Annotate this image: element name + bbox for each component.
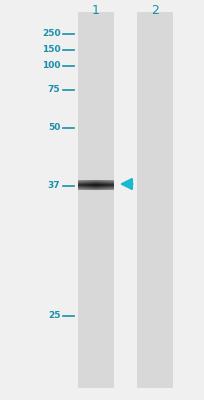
Text: 150: 150 [42, 46, 60, 54]
Bar [78, 12, 113, 388]
Bar [137, 12, 172, 388]
Text: 250: 250 [42, 30, 60, 38]
Text: 75: 75 [48, 86, 60, 94]
Text: 37: 37 [48, 182, 60, 190]
Text: 2: 2 [150, 4, 158, 16]
Text: 50: 50 [48, 124, 60, 132]
Text: 1: 1 [91, 4, 99, 16]
Text: 100: 100 [42, 62, 60, 70]
Text: 25: 25 [48, 312, 60, 320]
